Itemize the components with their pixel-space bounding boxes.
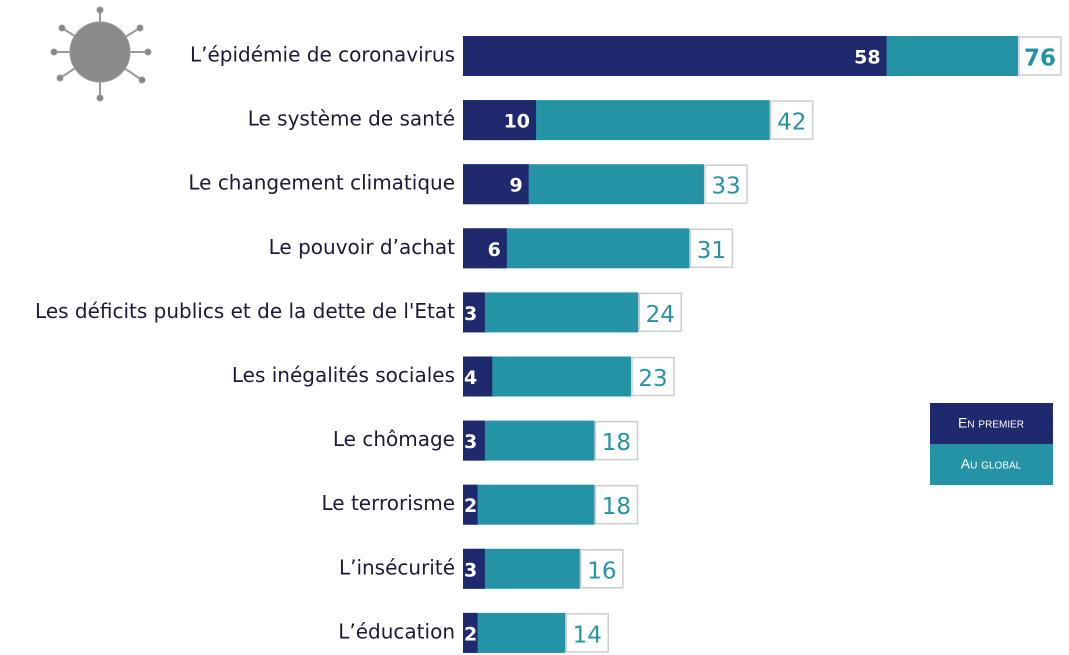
value-label-first: 9 <box>509 175 522 197</box>
category-label: Le changement climatique <box>188 171 455 195</box>
category-label: Le pouvoir d’achat <box>269 235 456 259</box>
category-label: L’insécurité <box>339 555 455 579</box>
value-label-global: 31 <box>697 238 726 264</box>
value-label-first: 3 <box>464 559 477 581</box>
value-label-global: 33 <box>711 174 740 200</box>
bar-first <box>463 36 887 76</box>
category-label: L’épidémie de coronavirus <box>190 43 455 67</box>
value-label-first: 58 <box>854 47 880 69</box>
category-label: Le terrorisme <box>322 491 455 515</box>
value-label-first: 10 <box>504 111 530 133</box>
value-label-first: 6 <box>488 239 501 261</box>
value-label-global: 24 <box>646 302 675 328</box>
legend-label: En premier <box>958 415 1024 431</box>
value-label-global: 23 <box>638 366 667 392</box>
value-label-global: 42 <box>777 110 806 136</box>
value-label-global: 18 <box>602 430 631 456</box>
category-label: Le système de santé <box>248 107 455 131</box>
value-label-first: 3 <box>464 431 477 453</box>
value-label-global: 16 <box>587 558 616 584</box>
bar-global <box>463 613 565 653</box>
bar-global <box>463 485 594 525</box>
category-label: L’éducation <box>338 619 455 643</box>
value-label-global: 14 <box>573 622 602 648</box>
bar-global <box>463 292 638 332</box>
virus-icon <box>51 7 151 101</box>
value-label-first: 4 <box>464 367 477 389</box>
legend-label: Au global <box>961 456 1022 472</box>
category-label: Les inégalités sociales <box>232 363 455 387</box>
value-label-first: 2 <box>464 495 477 517</box>
value-label-global: 76 <box>1024 46 1056 72</box>
value-label-first: 2 <box>464 623 477 645</box>
value-label-first: 3 <box>464 303 477 325</box>
category-label: Les déficits publics et de la dette de l… <box>35 299 455 323</box>
value-label-global: 18 <box>602 494 631 520</box>
category-label: Le chômage <box>333 427 455 451</box>
chart: L’épidémie de coronavirus 58 76 Le système … <box>0 0 1069 655</box>
